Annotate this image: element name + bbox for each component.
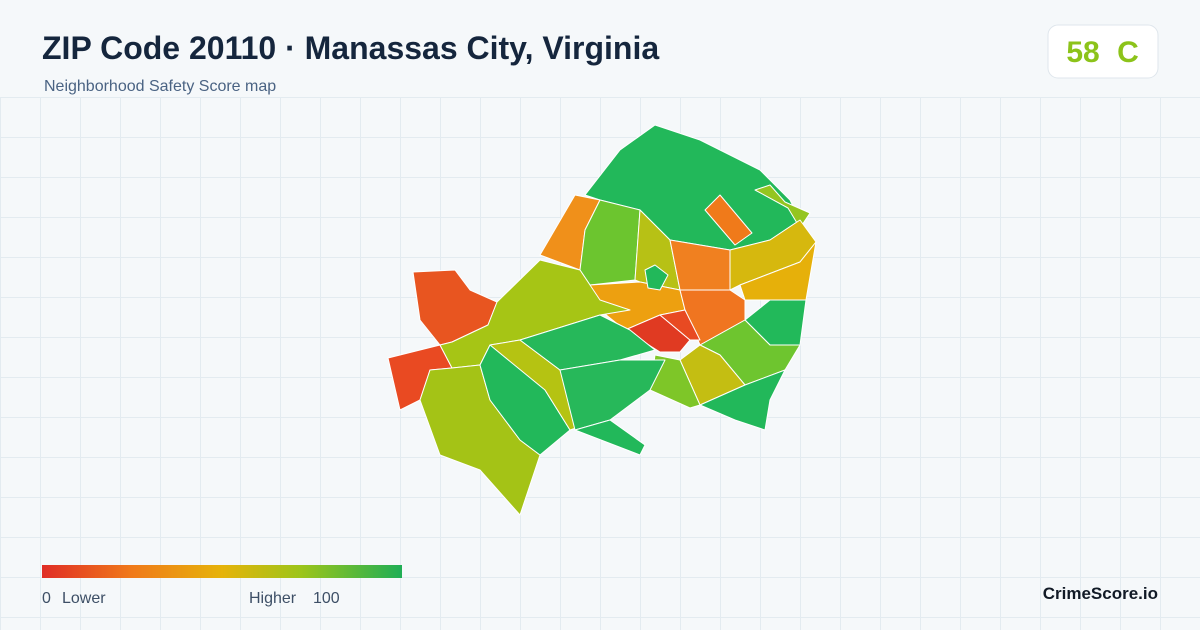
neighborhood: [699, 369, 786, 431]
legend-max-label: Higher: [249, 590, 297, 607]
subtitle: Neighborhood Safety Score map: [44, 78, 276, 95]
score-badge: 58 C: [1047, 24, 1159, 79]
neighborhood-map: [387, 124, 817, 516]
legend-max: 100: [313, 590, 340, 607]
background-grid: [0, 97, 1200, 630]
legend-min-label: Lower: [62, 590, 106, 607]
neighborhood: [704, 194, 753, 246]
brand: CrimeScore.io: [1043, 584, 1158, 603]
neighborhood: [574, 419, 646, 456]
neighborhood: [644, 264, 669, 291]
score-grade: C: [1117, 36, 1139, 69]
score-value: 58: [1066, 36, 1099, 69]
neighborhood: [624, 314, 691, 353]
neighborhood: [659, 309, 701, 341]
legend-gradient: [42, 565, 402, 578]
neighborhood: [754, 184, 811, 229]
score-box: [1047, 24, 1159, 79]
title: ZIP Code 20110 · Manassas City, Virginia: [42, 30, 659, 66]
legend-min: 0: [42, 590, 51, 607]
